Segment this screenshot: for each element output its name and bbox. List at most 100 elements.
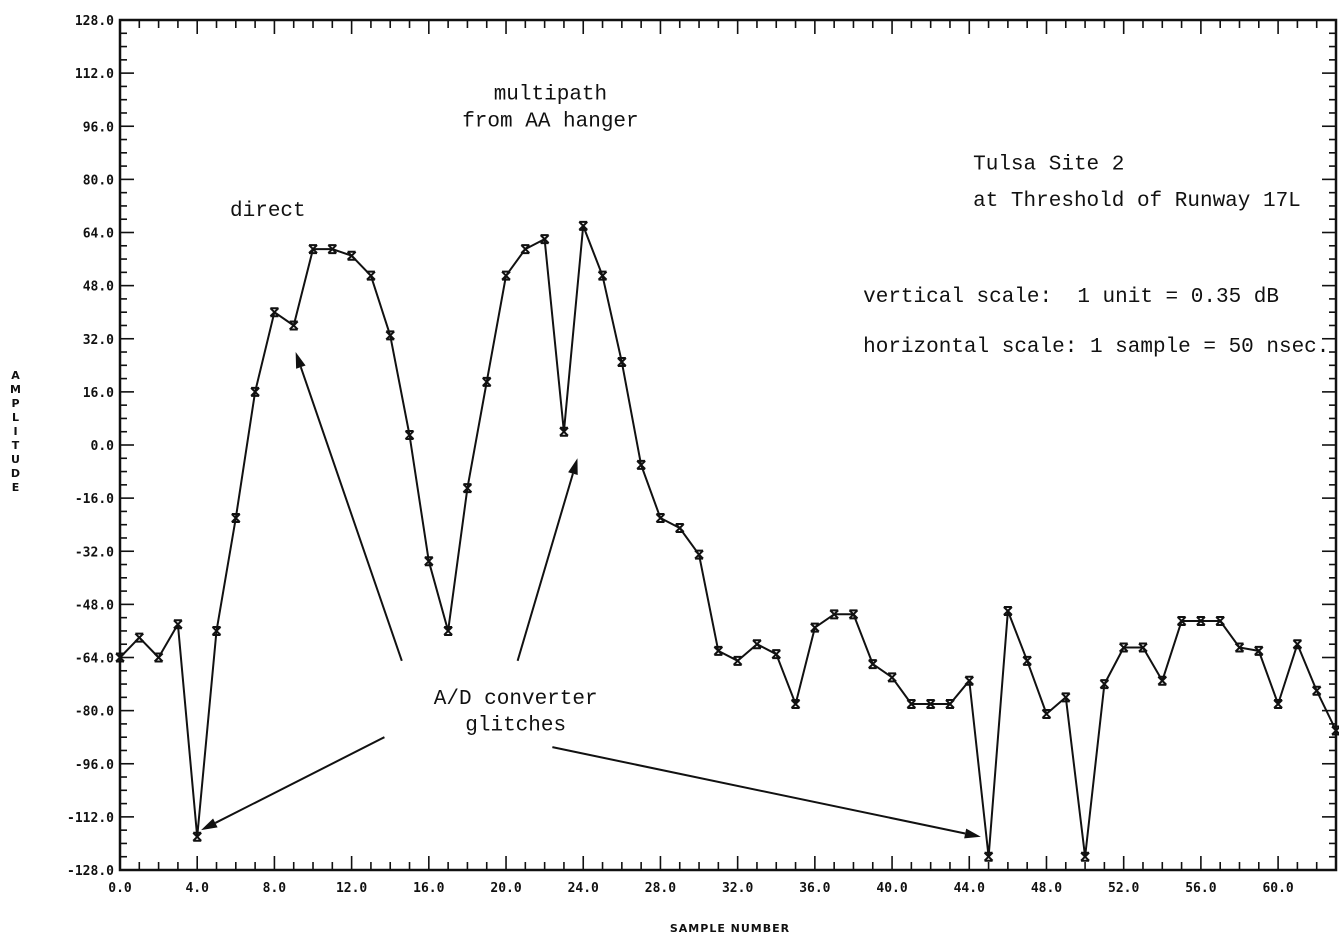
data-point <box>250 386 260 397</box>
y-tick-label: -16.0 <box>75 492 114 507</box>
data-point <box>1311 685 1322 696</box>
y-axis-title-letter: A <box>11 369 21 382</box>
x-tick-label: 60.0 <box>1262 881 1293 896</box>
annotation-text: from AA hanger <box>462 110 638 133</box>
data-point <box>327 244 338 255</box>
y-tick-label: -112.0 <box>67 811 114 826</box>
x-tick-label: 36.0 <box>799 881 830 896</box>
data-point <box>173 619 183 630</box>
annotation-text: vertical scale: 1 unit = 0.35 dB <box>863 286 1279 309</box>
y-axis-title-letter: I <box>13 425 18 438</box>
y-tick-label: 64.0 <box>83 227 114 242</box>
data-point <box>713 645 724 656</box>
y-axis-title-letter: D <box>11 467 21 480</box>
x-tick-label: 0.0 <box>108 881 132 896</box>
y-tick-label: 128.0 <box>75 14 114 29</box>
y-tick-label: -128.0 <box>67 864 114 879</box>
y-axis-title-letter: L <box>12 411 20 424</box>
data-point <box>617 356 627 367</box>
data-point <box>906 698 917 709</box>
data-point <box>925 698 936 709</box>
data-point <box>1003 606 1013 617</box>
data-point <box>520 244 531 255</box>
data-point <box>1157 675 1167 686</box>
data-point <box>964 675 974 686</box>
data-point <box>346 250 357 261</box>
data-point <box>1292 639 1303 650</box>
data-point <box>1234 642 1245 653</box>
data-point <box>655 513 666 524</box>
annotation-arrow <box>214 736 385 824</box>
data-point <box>1196 615 1206 626</box>
annotation-arrows <box>201 352 981 839</box>
data-point <box>732 655 743 666</box>
data-point <box>424 556 434 567</box>
annotation-text: direct <box>230 200 306 223</box>
data-point <box>539 234 550 245</box>
data-point <box>868 659 878 670</box>
series-markers <box>115 220 1339 862</box>
y-tick-label: 0.0 <box>91 439 115 454</box>
data-point <box>482 376 492 387</box>
data-point <box>1138 642 1148 653</box>
data-point <box>1331 725 1339 736</box>
series-line <box>119 224 1337 858</box>
data-point <box>211 625 222 636</box>
x-axis-title: SAMPLE NUMBER <box>670 922 790 935</box>
data-point <box>887 672 897 683</box>
annotation-text: multipath <box>494 84 607 107</box>
axis-ticks <box>119 19 1337 871</box>
y-tick-labels: -128.0 -112.0 -96.0 -80.0 -64.0 -48.0 -32.0 -16… <box>67 14 114 879</box>
y-tick-label: 48.0 <box>83 280 114 295</box>
x-tick-label: 12.0 <box>336 881 367 896</box>
data-point <box>597 270 608 281</box>
data-point <box>1099 679 1110 690</box>
y-tick-label: 112.0 <box>75 67 114 82</box>
y-tick-label: 80.0 <box>83 173 114 188</box>
data-point <box>192 831 202 842</box>
y-axis-title-letter: M <box>10 383 22 396</box>
y-tick-label: 16.0 <box>83 386 114 401</box>
data-point <box>810 622 820 633</box>
x-tick-label: 52.0 <box>1108 881 1139 896</box>
annotation-text: glitches <box>465 715 566 738</box>
arrowhead <box>201 818 218 831</box>
y-axis-title-letter: U <box>11 453 21 466</box>
x-tick-label: 32.0 <box>722 881 753 896</box>
x-tick-label: 4.0 <box>185 881 209 896</box>
x-tick-labels: 0.0 4.0 8.0 12.0 16.0 20.0 24.0 28.0 32.0 36.0 40.… <box>108 881 1294 896</box>
x-tick-label: 40.0 <box>876 881 907 896</box>
y-axis-title-letter: E <box>12 481 21 494</box>
annotation-text: A/D converter <box>434 688 598 711</box>
x-tick-label: 8.0 <box>263 881 287 896</box>
arrowhead <box>568 458 578 476</box>
y-tick-label: -64.0 <box>75 652 114 667</box>
data-point <box>1080 851 1090 862</box>
arrowhead <box>964 828 981 839</box>
x-tick-label: 44.0 <box>954 881 985 896</box>
data-point <box>366 270 376 281</box>
data-point <box>289 320 299 331</box>
y-tick-label: -48.0 <box>75 598 114 613</box>
data-point <box>269 307 280 318</box>
data-point <box>1118 642 1129 653</box>
data-point <box>790 698 801 709</box>
annotations: direct multipath from AA hanger Tulsa Site … <box>230 84 1329 738</box>
data-point <box>443 625 453 636</box>
data-point <box>694 549 704 560</box>
annotation-arrow <box>299 366 403 662</box>
x-tick-label: 56.0 <box>1185 881 1216 896</box>
annotation-arrow <box>516 473 574 662</box>
annotation-arrow <box>552 746 966 835</box>
data-point <box>385 330 395 341</box>
data-point <box>501 270 511 281</box>
x-tick-label: 24.0 <box>568 881 599 896</box>
annotation-text: Tulsa Site 2 <box>973 153 1124 176</box>
data-point <box>1273 698 1283 709</box>
data-point <box>115 652 125 663</box>
data-point <box>134 632 145 643</box>
data-point <box>675 523 685 534</box>
data-point <box>1215 615 1225 626</box>
x-tick-label: 20.0 <box>490 881 521 896</box>
data-point <box>945 698 955 709</box>
